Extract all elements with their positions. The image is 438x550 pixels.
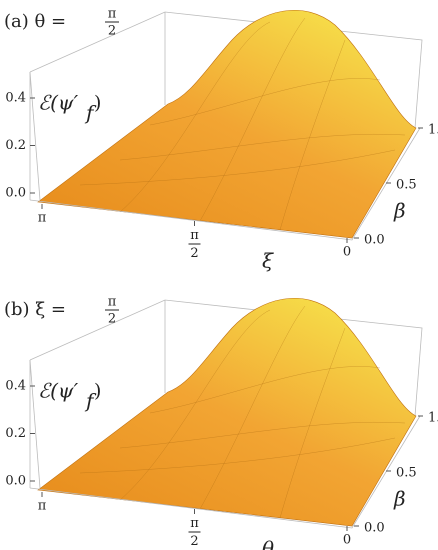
z-tick-label: 0.2 bbox=[5, 426, 26, 441]
x-tick-label: 0 bbox=[343, 533, 351, 548]
panel-title: (a) θ = bbox=[4, 11, 66, 32]
surface bbox=[37, 297, 417, 527]
x-tick-den: 2 bbox=[190, 534, 198, 549]
title-fraction-numerator: π bbox=[108, 294, 117, 309]
y-tick-label: 0.5 bbox=[396, 178, 417, 193]
x-tick-num: π bbox=[190, 228, 199, 243]
title-fraction-numerator: π bbox=[108, 6, 117, 21]
mesh-line bbox=[119, 134, 406, 161]
mesh-line bbox=[119, 21, 271, 213]
x-tick-label: 0 bbox=[343, 245, 351, 260]
z-tick-label: 0.2 bbox=[5, 138, 26, 153]
y-axis-label: β bbox=[393, 199, 406, 223]
mesh-line bbox=[149, 366, 381, 414]
mesh-line bbox=[119, 309, 271, 501]
y-tick-label: 1.0 bbox=[428, 411, 438, 426]
z-tick-label: 0.4 bbox=[5, 91, 26, 106]
title-fraction-denominator: 2 bbox=[108, 24, 116, 39]
y-axis-label: β bbox=[393, 487, 406, 511]
box-front bbox=[29, 127, 421, 241]
z-tick-label: 0.0 bbox=[5, 474, 26, 489]
box-edge bbox=[29, 71, 41, 201]
mesh-line bbox=[199, 17, 306, 222]
mesh-line bbox=[279, 39, 346, 231]
z-axis-label: ℰ(ψ′ bbox=[38, 91, 79, 115]
panel-title: (b) ξ = bbox=[4, 299, 66, 320]
y-tick-label: 0.5 bbox=[396, 466, 417, 481]
box-edge bbox=[29, 359, 41, 489]
z-axis-label-end: ) bbox=[94, 92, 101, 114]
box-front bbox=[29, 415, 421, 529]
z-axis-label: ℰ(ψ′ bbox=[38, 379, 79, 403]
z-tick-label: 0.0 bbox=[5, 186, 26, 201]
z-axis-label-end: ) bbox=[94, 380, 101, 402]
y-tick-label: 1.0 bbox=[428, 123, 438, 138]
mesh-line bbox=[279, 327, 346, 519]
x-axis-label: θ bbox=[262, 537, 274, 550]
x-tick-label: π bbox=[38, 211, 47, 226]
x-tick-label: π bbox=[38, 499, 47, 514]
y-tick-label: 0.0 bbox=[364, 521, 385, 536]
x-axis-label: ξ bbox=[262, 249, 274, 273]
surface bbox=[37, 9, 417, 239]
x-tick-num: π bbox=[190, 516, 199, 531]
mesh-line bbox=[119, 422, 406, 449]
mesh-line bbox=[199, 305, 306, 510]
title-fraction-denominator: 2 bbox=[108, 312, 116, 327]
x-tick-den: 2 bbox=[190, 246, 198, 261]
z-tick-label: 0.4 bbox=[5, 379, 26, 394]
y-tick-label: 0.0 bbox=[364, 233, 385, 248]
mesh-line bbox=[149, 78, 381, 126]
